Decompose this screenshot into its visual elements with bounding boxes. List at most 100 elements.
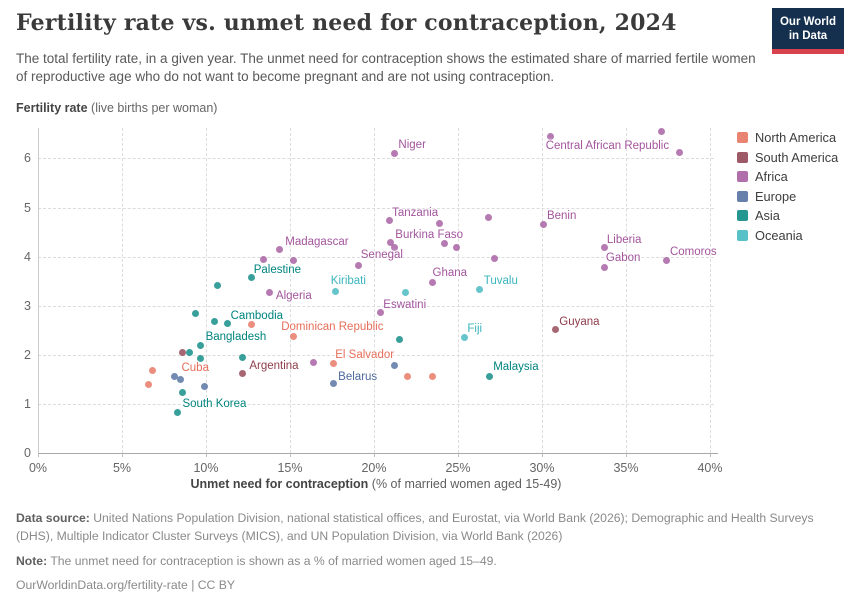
legend-item-north-america[interactable]: North America <box>737 128 838 148</box>
footer-note-label: Note: <box>16 553 48 568</box>
data-point-cambodia[interactable] <box>224 320 232 328</box>
legend-item-oceania[interactable]: Oceania <box>737 226 838 246</box>
gridline-horizontal <box>38 207 714 209</box>
country-label-burkina-faso: Burkina Faso <box>395 228 464 241</box>
data-point[interactable] <box>436 220 444 228</box>
data-point[interactable] <box>239 354 247 362</box>
x-tick-label: 5% <box>112 461 132 475</box>
gridline-vertical <box>542 128 543 453</box>
data-point-dominican-republic[interactable] <box>289 333 297 341</box>
data-point[interactable] <box>200 383 208 391</box>
footer-note: Note: The unmet need for contraception i… <box>16 552 836 570</box>
data-point-guyana[interactable] <box>551 326 559 334</box>
data-point-tuvalu[interactable] <box>476 286 484 294</box>
gridline-vertical <box>458 128 459 453</box>
data-point[interactable] <box>404 373 412 381</box>
data-point-liberia[interactable] <box>600 244 608 252</box>
data-point[interactable] <box>484 213 492 221</box>
axis-tick <box>458 453 459 457</box>
data-point[interactable] <box>402 288 410 296</box>
x-tick-label: 20% <box>361 461 387 475</box>
y-tick-label: 0 <box>24 446 31 460</box>
data-point-fiji[interactable] <box>461 334 469 342</box>
legend-item-south-america[interactable]: South America <box>737 148 838 168</box>
data-point-bangladesh[interactable] <box>197 342 205 350</box>
footer-link[interactable]: OurWorldinData.org/fertility-rate | CC B… <box>16 577 235 592</box>
data-point-south-korea[interactable] <box>173 409 181 417</box>
footer-datasource: Data source: United Nations Population D… <box>16 509 836 546</box>
data-point[interactable] <box>178 349 186 357</box>
owid-logo[interactable]: Our World in Data <box>772 8 844 54</box>
legend-item-europe[interactable]: Europe <box>737 187 838 207</box>
data-point[interactable] <box>289 257 297 265</box>
country-label-guyana: Guyana <box>559 315 600 328</box>
country-label-liberia: Liberia <box>606 233 642 246</box>
data-point-algeria[interactable] <box>266 288 274 296</box>
data-point-palestine[interactable] <box>247 274 255 282</box>
axis-tick <box>290 453 291 457</box>
data-point-argentina[interactable] <box>239 370 247 378</box>
data-point[interactable] <box>170 373 178 381</box>
legend-label: South America <box>755 149 839 165</box>
data-point[interactable] <box>214 282 222 290</box>
data-point[interactable] <box>210 318 218 326</box>
data-point[interactable] <box>178 388 186 396</box>
data-point-madagascar[interactable] <box>276 246 284 254</box>
axis-tick <box>542 453 543 457</box>
data-point-comoros[interactable] <box>662 257 670 265</box>
data-point-kiribati[interactable] <box>331 287 339 295</box>
data-point-ghana[interactable] <box>429 279 437 287</box>
data-point[interactable] <box>395 336 403 344</box>
country-label-el-salvador: El Salvador <box>335 348 395 361</box>
data-point[interactable] <box>192 310 200 318</box>
data-point-burkina-faso[interactable] <box>390 244 398 252</box>
data-point-el-salvador[interactable] <box>330 360 338 368</box>
page-title: Fertility rate vs. unmet need for contra… <box>16 10 677 36</box>
data-point[interactable] <box>177 376 185 384</box>
axis-tick <box>122 453 123 457</box>
data-point[interactable] <box>197 355 205 363</box>
data-point[interactable] <box>259 256 267 264</box>
x-tick-label: 30% <box>529 461 555 475</box>
data-point[interactable] <box>185 349 193 357</box>
x-tick-label: 40% <box>697 461 723 475</box>
data-point[interactable] <box>387 239 395 247</box>
legend-item-africa[interactable]: Africa <box>737 167 838 187</box>
data-point-tanzania[interactable] <box>385 217 393 225</box>
data-point-senegal[interactable] <box>355 261 363 269</box>
y-tick-label: 5 <box>24 200 31 215</box>
legend-label: Africa <box>755 169 788 185</box>
legend-swatch-icon <box>737 229 748 241</box>
chart-subtitle: The total fertility rate, in a given yea… <box>16 51 756 85</box>
data-point-malaysia[interactable] <box>486 373 494 381</box>
data-point[interactable] <box>441 239 449 247</box>
data-point[interactable] <box>247 321 255 329</box>
x-axis-title-bold: Unmet need for contraception <box>190 477 369 491</box>
data-point[interactable] <box>491 255 499 263</box>
country-label-gabon: Gabon <box>605 252 641 265</box>
legend-label: North America <box>755 130 837 146</box>
legend-label: Asia <box>755 208 780 224</box>
y-axis-title-rest: (live births per woman) <box>87 101 218 115</box>
y-axis-title: Fertility rate (live births per woman) <box>16 101 217 115</box>
data-point[interactable] <box>390 362 398 370</box>
data-point[interactable] <box>145 381 153 389</box>
data-point-belarus[interactable] <box>330 380 338 388</box>
data-point-gabon[interactable] <box>600 263 608 271</box>
footer-datasource-label: Data source: <box>16 511 90 525</box>
data-point[interactable] <box>657 127 665 135</box>
data-point[interactable] <box>429 373 437 381</box>
legend-swatch-icon <box>737 132 748 144</box>
data-point[interactable] <box>310 359 318 367</box>
data-point-niger[interactable] <box>390 150 398 158</box>
data-point-cuba[interactable] <box>148 366 156 374</box>
data-point-benin[interactable] <box>540 221 548 229</box>
legend-item-asia[interactable]: Asia <box>737 206 838 226</box>
data-point[interactable] <box>676 148 684 156</box>
country-label-benin: Benin <box>546 209 577 222</box>
country-label-palestine: Palestine <box>253 263 302 276</box>
gridline-vertical <box>206 128 207 453</box>
data-point[interactable] <box>452 244 460 252</box>
data-point-eswatini[interactable] <box>377 309 385 317</box>
data-point-central-african-republic[interactable] <box>546 132 554 140</box>
